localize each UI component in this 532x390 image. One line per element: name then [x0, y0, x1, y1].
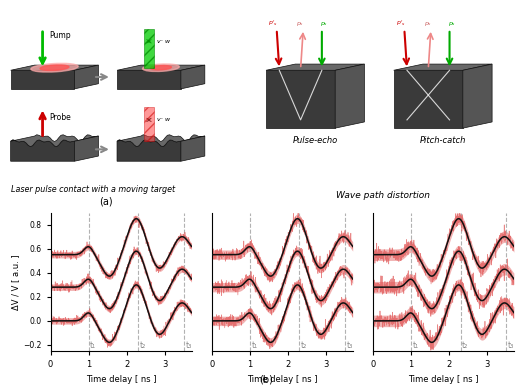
Text: $p'_s$: $p'_s$ [268, 18, 278, 28]
Text: Pulse-echo: Pulse-echo [293, 136, 338, 145]
Polygon shape [335, 64, 364, 128]
Text: $p_s$: $p_s$ [424, 20, 433, 28]
X-axis label: Time delay [ ns ]: Time delay [ ns ] [408, 374, 479, 384]
Polygon shape [74, 136, 98, 161]
Text: Laser pulse contact with a moving target: Laser pulse contact with a moving target [11, 185, 175, 194]
Polygon shape [11, 140, 74, 161]
Ellipse shape [143, 64, 179, 71]
Text: t₁: t₁ [90, 341, 96, 350]
Ellipse shape [40, 65, 69, 71]
Text: $p'_s$: $p'_s$ [396, 18, 405, 28]
Text: t₂: t₂ [140, 341, 146, 350]
X-axis label: Time delay [ ns ]: Time delay [ ns ] [86, 374, 156, 384]
X-axis label: Time delay [ ns ]: Time delay [ ns ] [247, 374, 318, 384]
Text: (b): (b) [259, 374, 273, 384]
Polygon shape [117, 70, 181, 89]
Polygon shape [117, 65, 205, 70]
Text: t₃: t₃ [186, 341, 192, 350]
Text: t₁: t₁ [412, 341, 419, 350]
Polygon shape [394, 70, 463, 128]
Text: $p_s$: $p_s$ [448, 20, 456, 28]
Polygon shape [266, 64, 364, 70]
Ellipse shape [151, 66, 171, 70]
Polygon shape [117, 135, 205, 147]
Polygon shape [144, 108, 154, 140]
Polygon shape [181, 136, 205, 161]
Polygon shape [11, 70, 74, 89]
Polygon shape [181, 65, 205, 89]
Text: Pitch-catch: Pitch-catch [420, 136, 466, 145]
Polygon shape [117, 140, 181, 161]
Text: $p_s$: $p_s$ [320, 20, 329, 28]
Y-axis label: ΔV / V [ a.u. ]: ΔV / V [ a.u. ] [11, 254, 20, 310]
Text: $v \cdot w$: $v \cdot w$ [156, 116, 172, 123]
Text: $p_s$: $p_s$ [296, 20, 305, 28]
Text: t₃: t₃ [347, 341, 353, 350]
Text: Probe: Probe [49, 113, 71, 122]
Text: $v \cdot w$: $v \cdot w$ [156, 38, 172, 45]
Polygon shape [11, 135, 98, 147]
Polygon shape [144, 29, 154, 68]
Text: t₂: t₂ [462, 341, 468, 350]
Polygon shape [394, 64, 492, 70]
Text: t₃: t₃ [508, 341, 514, 350]
Polygon shape [463, 64, 492, 128]
Polygon shape [266, 70, 335, 128]
Text: Pump: Pump [49, 31, 71, 40]
Polygon shape [11, 65, 98, 70]
Text: (a): (a) [99, 197, 113, 207]
Ellipse shape [31, 63, 78, 72]
Text: t₁: t₁ [251, 341, 257, 350]
Text: Wave path distortion: Wave path distortion [336, 191, 430, 200]
Polygon shape [74, 65, 98, 89]
Text: t₂: t₂ [301, 341, 307, 350]
